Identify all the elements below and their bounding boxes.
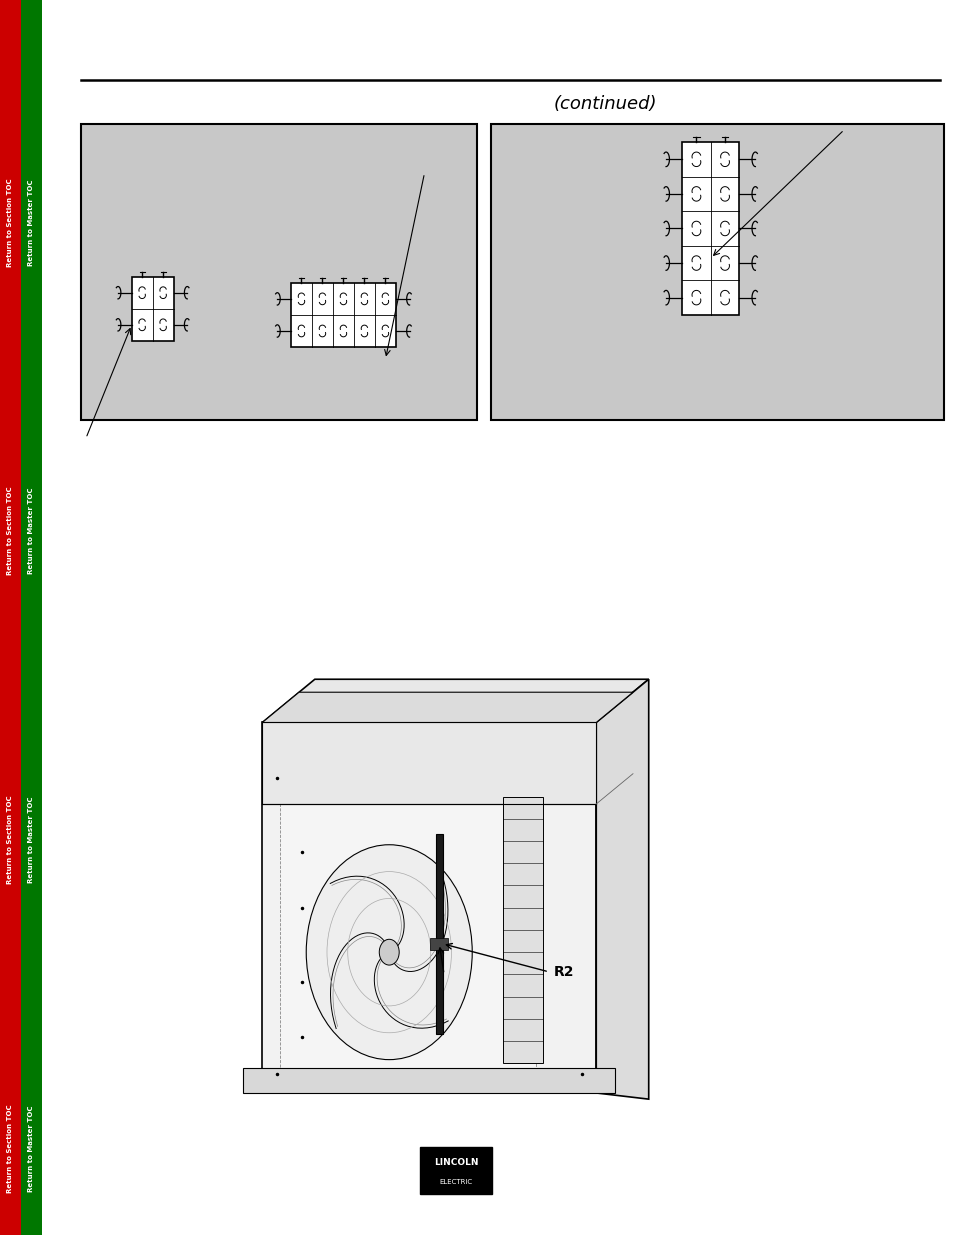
Polygon shape — [262, 692, 633, 722]
Bar — [502, 797, 542, 1063]
Text: (continued): (continued) — [554, 95, 657, 112]
Text: R2: R2 — [553, 965, 574, 979]
Circle shape — [306, 845, 472, 1060]
Bar — [21, 0, 42, 1235]
Text: Return to Section TOC: Return to Section TOC — [8, 487, 13, 576]
Text: ELECTRIC: ELECTRIC — [439, 1179, 472, 1184]
Text: Return to Section TOC: Return to Section TOC — [8, 795, 13, 884]
Bar — [430, 937, 448, 950]
Bar — [291, 283, 395, 347]
Text: Return to Master TOC: Return to Master TOC — [29, 179, 34, 266]
Text: LINCOLN: LINCOLN — [434, 1157, 477, 1167]
Bar — [132, 277, 173, 341]
Bar — [681, 142, 739, 315]
Text: Return to Master TOC: Return to Master TOC — [29, 797, 34, 883]
Text: Return to Section TOC: Return to Section TOC — [8, 178, 13, 267]
Bar — [419, 1147, 492, 1194]
Circle shape — [379, 940, 398, 965]
Polygon shape — [279, 767, 536, 1071]
Bar — [436, 834, 442, 1034]
Polygon shape — [262, 722, 596, 1093]
Bar — [0, 0, 21, 1235]
Polygon shape — [596, 679, 648, 1099]
Bar — [243, 1068, 615, 1093]
Bar — [81, 124, 476, 420]
Polygon shape — [262, 679, 648, 722]
Text: Return to Master TOC: Return to Master TOC — [29, 488, 34, 574]
Polygon shape — [262, 722, 596, 804]
Text: Return to Section TOC: Return to Section TOC — [8, 1104, 13, 1193]
Text: Return to Master TOC: Return to Master TOC — [29, 1105, 34, 1192]
Bar — [491, 124, 943, 420]
